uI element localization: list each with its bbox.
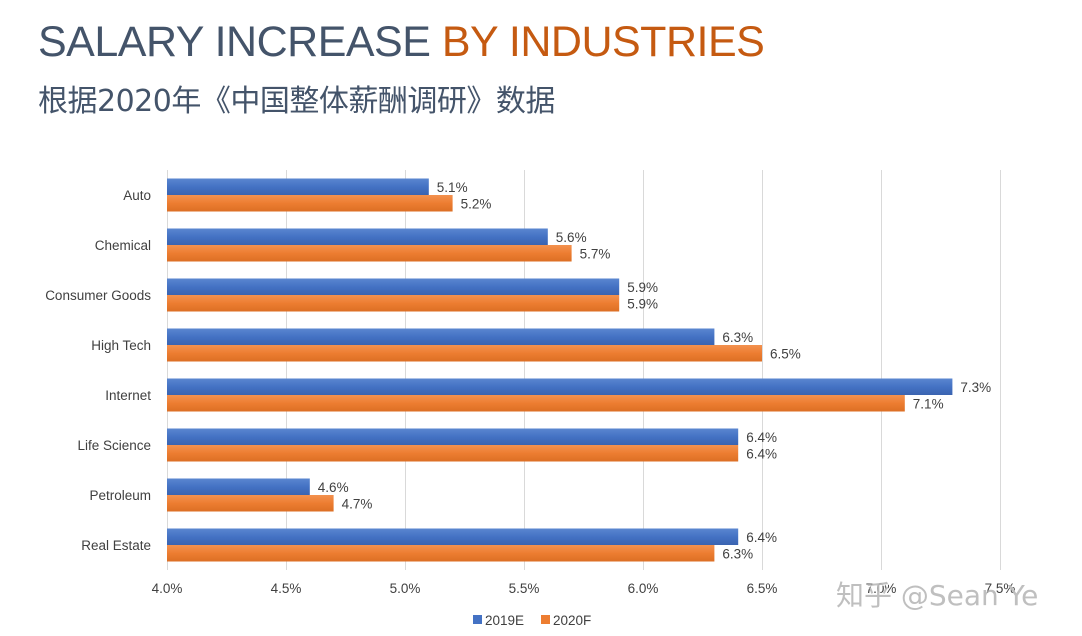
value-label: 5.7% [580,247,611,262]
value-label: 5.2% [461,197,492,212]
value-label: 7.3% [960,380,991,395]
value-label: 5.6% [556,230,587,245]
value-label: 6.4% [746,430,777,445]
bar-2020F-real-estate [167,545,715,562]
bar-2019E-life-science [167,428,739,445]
x-tick-label: 5.5% [509,581,540,596]
value-labels: 5.1% 5.2% 5.6% 5.7% 5.9% 5.9% 6.3% 6.5% 7.3% 7.1%… [318,180,991,562]
bar-2020F-chemical [167,245,572,262]
bar-2019E-real-estate [167,528,739,545]
x-tick-label: 5.0% [390,581,421,596]
bar-2020F-internet [167,395,905,412]
legend-swatch-2019E [473,615,482,624]
value-label: 6.4% [746,530,777,545]
title-main: SALARY INCREASE [38,18,442,66]
category-label: High Tech [91,338,151,353]
legend-swatch-2020F [541,615,550,624]
value-label: 5.9% [627,297,658,312]
x-tick-label: 6.5% [747,581,778,596]
bar-2020F-auto [167,195,453,212]
category-label: Real Estate [81,538,151,553]
bar-2019E-high-tech [167,328,715,345]
bar-2019E-consumer-goods [167,278,620,295]
legend: 2019E 2020F [473,613,591,628]
legend-label: 2019E [485,613,524,628]
x-tick-labels: 4.0% 4.5% 5.0% 5.5% 6.0% 6.5% 7.0% 7.5% [152,581,1016,596]
category-labels: Auto Chemical Consumer Goods High Tech Inter… [45,188,151,553]
category-label: Auto [123,188,151,203]
bar-2020F-high-tech [167,345,762,362]
legend-label: 2020F [553,613,591,628]
category-label: Petroleum [89,488,151,503]
value-label: 4.7% [342,497,373,512]
value-label: 7.1% [913,397,944,412]
x-tick-label: 4.0% [152,581,183,596]
category-label: Chemical [95,238,151,253]
value-label: 4.6% [318,480,349,495]
bar-2019E-chemical [167,228,548,245]
value-label: 5.9% [627,280,658,295]
x-tick-label: 7.5% [985,581,1016,596]
bar-2019E-internet [167,378,953,395]
category-label: Consumer Goods [45,288,151,303]
x-tick-label: 6.0% [628,581,659,596]
bars [167,178,953,562]
title-accent: BY INDUSTRIES [441,18,765,66]
x-tick-label: 7.0% [866,581,897,596]
value-label: 6.5% [770,347,801,362]
watermark: 知乎 @Sean Ye [836,579,1039,612]
x-tick-label: 4.5% [271,581,302,596]
bar-2020F-petroleum [167,495,334,512]
category-label: Internet [105,388,151,403]
bar-2020F-consumer-goods [167,295,620,312]
bar-2020F-life-science [167,445,739,462]
bar-2019E-auto [167,178,429,195]
value-label: 5.1% [437,180,468,195]
category-label: Life Science [77,438,151,453]
value-label: 6.4% [746,447,777,462]
chart-title: SALARY INCREASE BY INDUSTRIES [38,18,765,67]
chart-subtitle: 根据2020年《中国整体薪酬调研》数据 [38,84,555,119]
value-label: 6.3% [722,330,753,345]
bar-2019E-petroleum [167,478,310,495]
value-label: 6.3% [722,547,753,562]
